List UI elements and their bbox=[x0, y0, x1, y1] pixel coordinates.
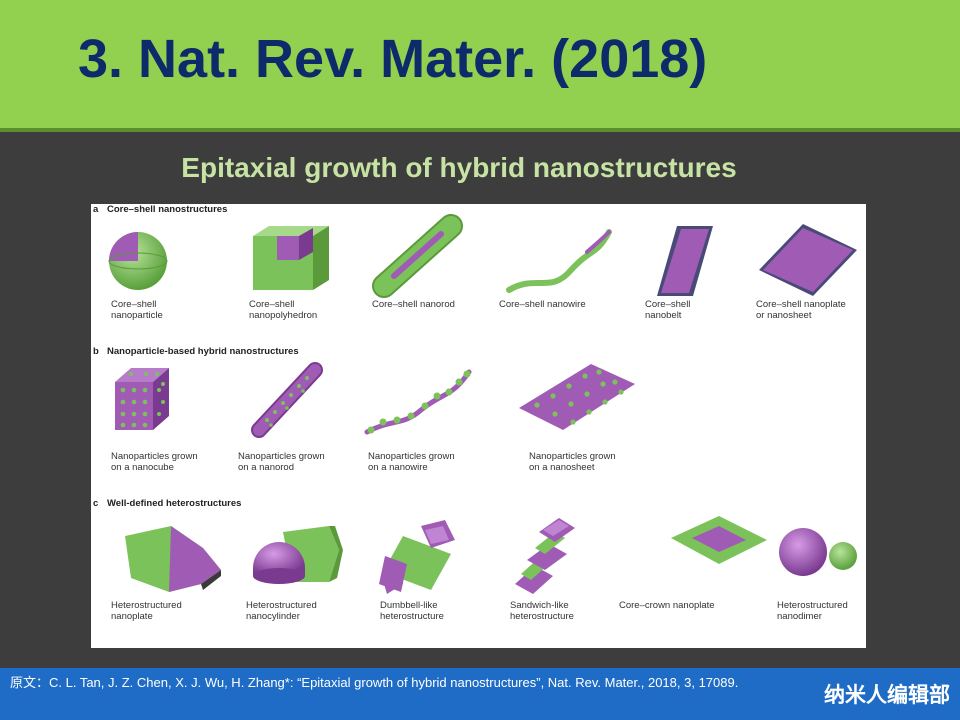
caption-b1-line1: Nanoparticles grown bbox=[111, 451, 198, 462]
sandwich-like-heterostructure-illustration bbox=[515, 518, 575, 594]
caption-c4-line2: heterostructure bbox=[510, 611, 574, 622]
caption-a6-line1: Core–shell nanoplate bbox=[756, 299, 846, 310]
brand-label: 纳米人编辑部 bbox=[824, 684, 950, 707]
caption-c2-line1: Heterostructured bbox=[246, 600, 317, 611]
caption-c3-line2: heterostructure bbox=[380, 611, 444, 622]
citation-text: 原文：C. L. Tan, J. Z. Chen, X. J. Wu, H. Z… bbox=[10, 675, 739, 690]
caption-b4-line1: Nanoparticles grown bbox=[529, 451, 616, 462]
caption-a4-line1: Core–shell nanowire bbox=[499, 299, 586, 310]
section-a-label: a bbox=[93, 204, 99, 215]
section-c-captions: Heterostructured nanoplate Heterostructu… bbox=[111, 600, 848, 622]
slide-title: 3. Nat. Rev. Mater. (2018) bbox=[78, 29, 708, 89]
nanostructure-figure: a Core–shell nanostructures Core–shell n… bbox=[91, 204, 866, 648]
caption-a2-line1: Core–shell bbox=[249, 299, 294, 310]
caption-c4-line1: Sandwich-like bbox=[510, 600, 569, 611]
nanowire-with-nanoparticles-illustration bbox=[364, 369, 472, 435]
caption-a1-line2: nanoparticle bbox=[111, 310, 163, 321]
heterostructured-nanocylinder-illustration bbox=[253, 526, 343, 584]
section-b-label: b bbox=[93, 346, 99, 357]
caption-b1-line2: on a nanocube bbox=[111, 462, 174, 473]
caption-b4-line2: on a nanosheet bbox=[529, 462, 595, 473]
section-a-heading: Core–shell nanostructures bbox=[107, 204, 227, 215]
caption-c6-line2: nanodimer bbox=[777, 611, 822, 622]
caption-b3-line2: on a nanowire bbox=[368, 462, 428, 473]
section-a-captions: Core–shell nanoparticle Core–shell nanop… bbox=[111, 299, 846, 321]
banner-divider bbox=[0, 128, 960, 132]
heterostructured-nanodimer-illustration bbox=[779, 528, 857, 576]
nanocube-with-nanoparticles-illustration bbox=[115, 368, 169, 430]
caption-a5-line1: Core–shell bbox=[645, 299, 690, 310]
core-shell-nanobelt-illustration bbox=[657, 226, 713, 296]
section-b-captions: Nanoparticles grown on a nanocube Nanopa… bbox=[111, 451, 616, 473]
caption-b2-line2: on a nanorod bbox=[238, 462, 294, 473]
caption-c1-line1: Heterostructured bbox=[111, 600, 182, 611]
section-c-heading: Well-defined heterostructures bbox=[107, 498, 241, 509]
caption-c3-line1: Dumbbell-like bbox=[380, 600, 438, 611]
section-b-heading: Nanoparticle-based hybrid nanostructures bbox=[107, 346, 299, 357]
nanorod-with-nanoparticles-illustration bbox=[251, 362, 323, 438]
title-banner bbox=[0, 0, 960, 128]
caption-c2-line2: nanocylinder bbox=[246, 611, 300, 622]
caption-a5-line2: nanobelt bbox=[645, 310, 682, 321]
core-shell-nanowire-illustration bbox=[506, 229, 612, 293]
caption-c6-line1: Heterostructured bbox=[777, 600, 848, 611]
caption-a2-line2: nanopolyhedron bbox=[249, 310, 317, 321]
heterostructured-nanoplate-illustration bbox=[125, 526, 221, 592]
core-shell-nanorod-illustration bbox=[372, 214, 463, 298]
caption-a3-line1: Core–shell nanorod bbox=[372, 299, 455, 310]
caption-c5-line1: Core–crown nanoplate bbox=[619, 600, 715, 611]
slide-subtitle: Epitaxial growth of hybrid nanostructure… bbox=[181, 152, 737, 183]
caption-a6-line2: or nanosheet bbox=[756, 310, 812, 321]
caption-c1-line2: nanoplate bbox=[111, 611, 153, 622]
citation-footer bbox=[0, 668, 960, 720]
core-shell-nanoplate-illustration bbox=[759, 224, 857, 296]
caption-b3-line1: Nanoparticles grown bbox=[368, 451, 455, 462]
dumbbell-like-heterostructure-illustration bbox=[379, 520, 455, 594]
core-shell-nanopolyhedron-illustration bbox=[253, 226, 329, 290]
caption-a1-line1: Core–shell bbox=[111, 299, 156, 310]
nanosheet-with-nanoparticles-illustration bbox=[519, 364, 635, 430]
core-crown-nanoplate-illustration bbox=[671, 516, 767, 564]
section-c-label: c bbox=[93, 498, 98, 509]
caption-b2-line1: Nanoparticles grown bbox=[238, 451, 325, 462]
core-shell-nanoparticle-illustration bbox=[108, 232, 168, 290]
